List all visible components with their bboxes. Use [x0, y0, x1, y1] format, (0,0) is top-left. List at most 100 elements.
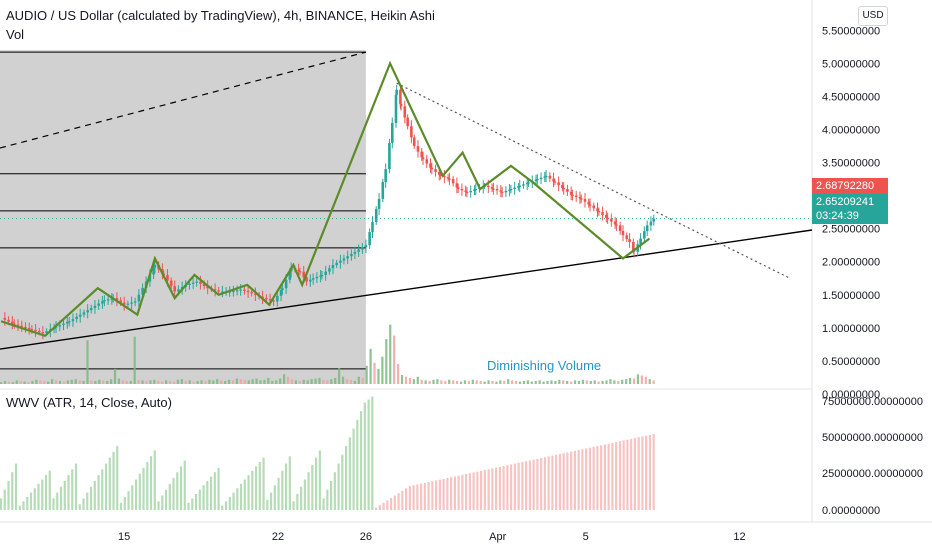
- volume-bar: [349, 379, 353, 384]
- volume-bar: [648, 379, 651, 384]
- candle-body: [539, 177, 543, 180]
- wwv-bar: [292, 501, 295, 510]
- wwv-bar: [179, 466, 183, 510]
- wwv-bar: [525, 461, 528, 510]
- support-trendline: [0, 229, 813, 350]
- wwv-bar: [224, 501, 228, 510]
- wwv-bar: [146, 462, 149, 510]
- candle-body: [133, 301, 137, 303]
- candle-body: [319, 275, 322, 277]
- volume-bar: [558, 379, 561, 384]
- candle-body: [235, 290, 239, 292]
- candle-body: [495, 189, 499, 191]
- wwv-bar: [461, 474, 464, 510]
- wwv-bar: [157, 501, 160, 510]
- volume-bar: [82, 380, 85, 384]
- wwv-bar: [303, 479, 306, 510]
- volume-bar: [322, 379, 325, 384]
- candle-body: [606, 217, 609, 219]
- candle-body: [403, 106, 407, 118]
- volume-bar: [106, 380, 109, 384]
- wwv-bar: [254, 466, 258, 510]
- wwv-bar: [618, 441, 622, 510]
- volume-bar: [113, 368, 117, 384]
- volume-bar: [224, 380, 227, 384]
- volume-bar: [310, 379, 313, 384]
- candle-body: [596, 208, 599, 212]
- wwv-bar: [337, 463, 340, 510]
- currency-button[interactable]: USD: [858, 6, 888, 26]
- candle-body: [536, 179, 539, 181]
- wwv-bar: [371, 396, 374, 510]
- wwv-bar: [183, 460, 186, 510]
- volume-bar: [338, 368, 341, 384]
- candle-body: [465, 191, 469, 194]
- wwv-bar: [344, 446, 348, 510]
- candle-body: [448, 178, 451, 180]
- candle-body: [169, 280, 173, 287]
- candle-body: [250, 292, 253, 294]
- wwv-bar: [630, 438, 633, 510]
- wwv-bar: [213, 472, 216, 510]
- volume-bar: [168, 380, 172, 384]
- wwv-bar: [626, 439, 629, 510]
- wwv-bar: [390, 498, 393, 510]
- wwv-bar: [435, 480, 438, 510]
- wwv-bar: [22, 501, 25, 510]
- candle-body: [288, 271, 292, 280]
- volume-bar: [420, 379, 423, 384]
- wwv-bar: [93, 480, 96, 510]
- volume-bar: [621, 379, 624, 384]
- volume-bar: [121, 380, 124, 384]
- volume-bar: [109, 379, 113, 384]
- wwv-bar: [457, 475, 460, 510]
- wwv-bar: [89, 486, 93, 510]
- volume-bar: [393, 335, 396, 384]
- volume-bar: [353, 380, 356, 384]
- volume-bar: [640, 375, 643, 384]
- candle-body: [24, 326, 27, 329]
- candle-body: [246, 290, 250, 293]
- volume-bar: [180, 379, 183, 384]
- wwv-bar: [209, 476, 213, 510]
- wwv-bar: [59, 486, 63, 510]
- wwv-bar: [101, 469, 104, 510]
- wwv-bar: [566, 452, 569, 510]
- diminishing-volume-annotation: Diminishing Volume: [487, 358, 602, 373]
- wwv-bar: [198, 489, 201, 510]
- candle-body: [141, 287, 144, 295]
- wwv-bar: [442, 478, 445, 510]
- candle-body: [297, 269, 300, 272]
- wwv-bar: [487, 469, 490, 510]
- price-tick-label: 4.00000000: [822, 124, 880, 136]
- candle-body: [394, 94, 398, 123]
- wwv-bar: [44, 475, 48, 510]
- candle-body: [110, 298, 114, 300]
- volume-bar: [479, 380, 482, 384]
- wwv-bar: [341, 454, 344, 510]
- last-price-tag: 2.65209241 03:24:39: [812, 194, 888, 224]
- time-tick-label: 5: [583, 531, 589, 543]
- wwv-bar: [86, 492, 89, 510]
- volume-bar: [609, 379, 612, 384]
- candle-body: [328, 268, 331, 272]
- candle-body: [500, 191, 504, 194]
- wwv-bar: [577, 450, 580, 510]
- wwv-bar: [540, 458, 543, 510]
- wwv-bar: [314, 457, 318, 510]
- candle-body: [456, 187, 460, 190]
- candle-body: [177, 289, 180, 292]
- time-tick-label: 26: [360, 531, 372, 543]
- wwv-bar: [359, 411, 363, 510]
- candle-body: [605, 214, 608, 218]
- wwv-bar: [78, 504, 81, 510]
- wwv-bar: [104, 463, 108, 510]
- candle-body: [342, 258, 346, 261]
- candle-body: [12, 323, 16, 325]
- wwv-bar: [119, 502, 123, 510]
- volume-bar: [58, 380, 62, 384]
- candle-body: [27, 327, 31, 330]
- wwv-bars: [0, 396, 655, 510]
- volume-bar: [3, 380, 7, 384]
